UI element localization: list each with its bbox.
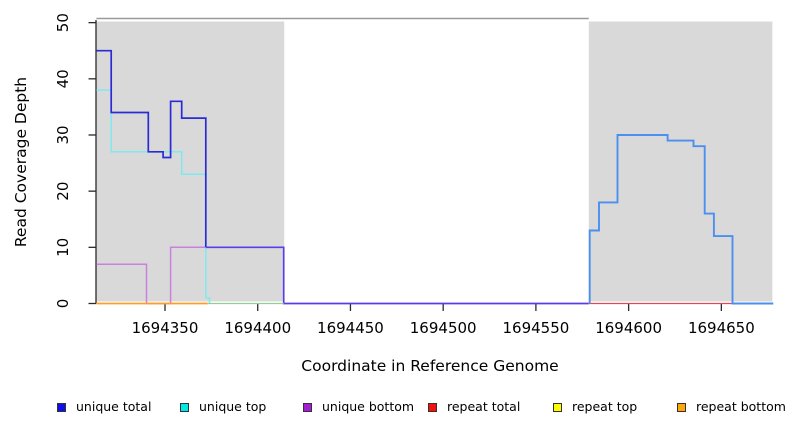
shaded-regions xyxy=(96,21,773,302)
x-tick-label: 1694500 xyxy=(410,319,477,337)
repeat-region-left xyxy=(96,21,285,302)
y-axis: 0 10 20 30 40 50 xyxy=(54,13,97,309)
series-lines xyxy=(96,49,774,305)
x-tick-label: 1694350 xyxy=(132,319,199,337)
y-tick-label: 10 xyxy=(54,238,72,257)
unique-total-line-right xyxy=(588,134,774,305)
y-tick-label: 20 xyxy=(54,182,72,201)
x-axis-title: Coordinate in Reference Genome xyxy=(301,357,558,375)
unique-total-line-left xyxy=(96,49,207,248)
y-tick-label: 50 xyxy=(54,13,72,32)
y-axis-title: Read Coverage Depth xyxy=(12,77,30,247)
x-tick-label: 1694550 xyxy=(502,319,569,337)
x-axis: 1694350 1694400 1694450 1694500 1694550 16946… xyxy=(132,304,755,337)
y-tick-label: 40 xyxy=(54,69,72,88)
unique-total-over-bottom-line xyxy=(205,246,589,305)
x-tick-label: 1694650 xyxy=(688,319,755,337)
y-tick-label: 30 xyxy=(54,125,72,144)
repeat-region-right xyxy=(588,21,773,302)
x-tick-label: 1694400 xyxy=(224,319,291,337)
y-tick-label: 0 xyxy=(54,299,72,309)
x-tick-label: 1694600 xyxy=(595,319,662,337)
x-tick-label: 1694450 xyxy=(317,319,384,337)
